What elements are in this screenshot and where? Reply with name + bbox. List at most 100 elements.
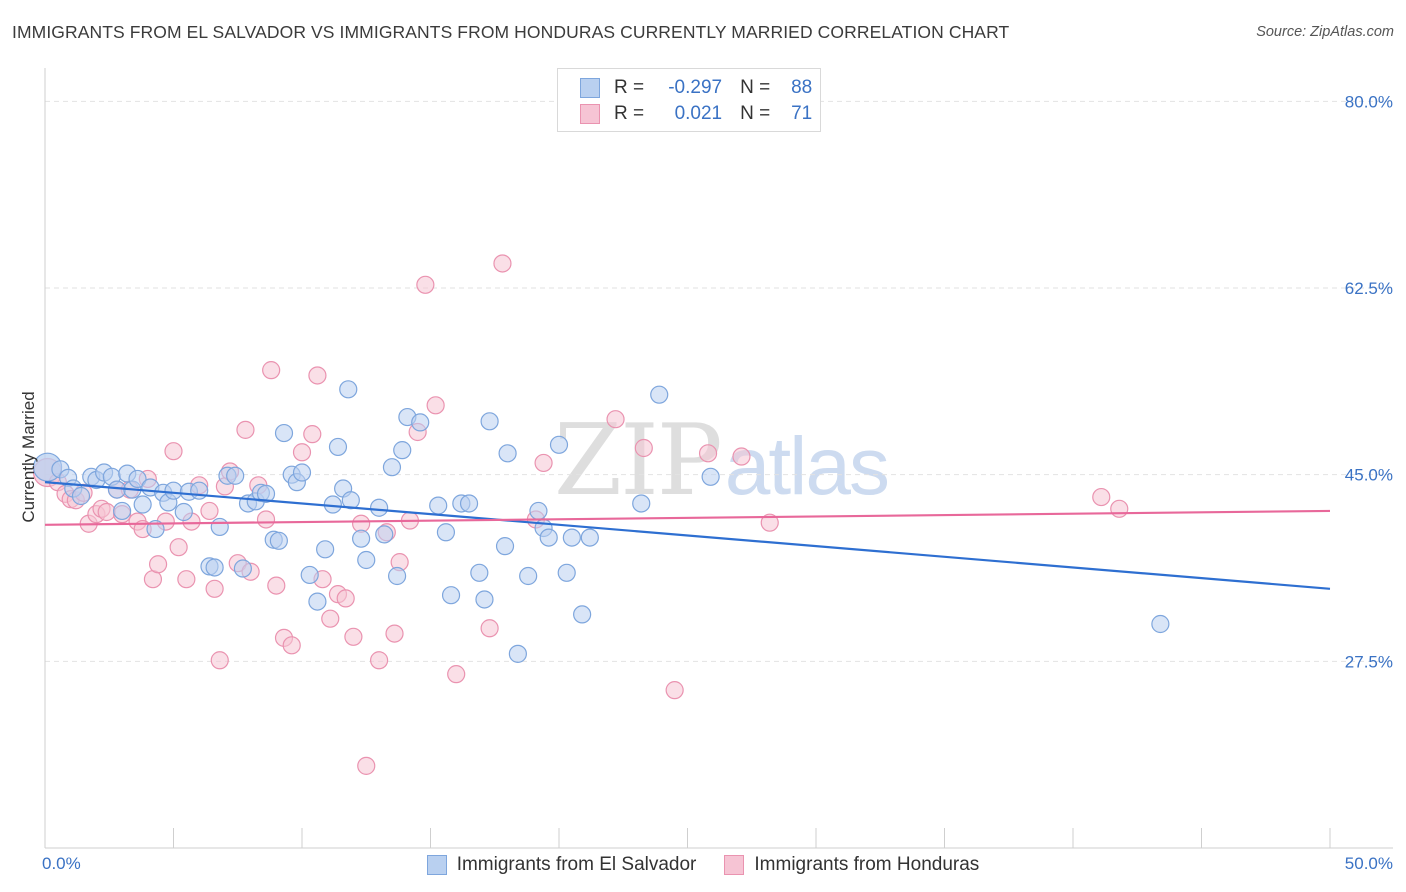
- honduras-point: [292, 443, 312, 462]
- legend-row-el-salvador: R = -0.297 N = 88: [580, 77, 812, 99]
- honduras-point: [426, 396, 445, 415]
- el-salvador-point: [632, 494, 651, 513]
- el-salvador-point: [352, 529, 371, 548]
- honduras-point: [321, 609, 340, 628]
- x-tick-label-min: 0.0%: [42, 854, 81, 873]
- stats-legend: R = -0.297 N = 88 R = 0.021 N = 71: [557, 68, 821, 132]
- el-salvador-point: [549, 435, 569, 454]
- el-salvador-point: [441, 586, 461, 605]
- honduras-point: [634, 438, 653, 458]
- el-salvador-point: [210, 517, 229, 537]
- el-salvador-point: [341, 491, 360, 510]
- legend-n-value: 71: [791, 103, 813, 124]
- chart-title: IMMIGRANTS FROM EL SALVADOR VS IMMIGRANT…: [12, 22, 1010, 42]
- trend-layer: [44, 481, 1331, 590]
- honduras-point: [169, 538, 188, 557]
- el-salvador-point: [256, 484, 276, 503]
- honduras-point: [1092, 487, 1111, 507]
- honduras-point: [385, 624, 404, 643]
- honduras-point: [262, 361, 281, 380]
- el-salvador-point: [557, 563, 576, 582]
- series-legend: Immigrants from El Salvador Immigrants f…: [0, 852, 1406, 878]
- el-salvador-point: [357, 550, 376, 570]
- honduras-point: [236, 420, 255, 439]
- el-salvador-point: [459, 494, 479, 513]
- el-salvador-point: [292, 463, 312, 482]
- el-salvador-point: [573, 605, 592, 624]
- el-salvador-point: [382, 458, 402, 477]
- honduras-point: [164, 442, 183, 461]
- el-salvador-point: [146, 519, 165, 539]
- honduras-point: [480, 619, 499, 638]
- el-salvador-point: [529, 501, 548, 521]
- honduras-point: [97, 502, 116, 522]
- el-salvador-point: [174, 502, 193, 522]
- honduras-point: [534, 453, 553, 473]
- honduras-point: [370, 651, 389, 670]
- y-tick-label: 45.0%: [1345, 466, 1393, 485]
- source-label: Source: ZipAtlas.com: [1256, 24, 1394, 40]
- el-salvador-point: [128, 469, 147, 489]
- series-legend-honduras[interactable]: Immigrants from Honduras: [724, 854, 979, 876]
- honduras-point: [205, 579, 224, 598]
- el-salvador-point: [562, 528, 581, 547]
- el-salvador-point: [495, 537, 515, 556]
- y-tick-label: 27.5%: [1345, 652, 1393, 671]
- el-salvador-point: [387, 566, 407, 586]
- honduras-point: [606, 410, 625, 429]
- honduras-point: [698, 444, 718, 463]
- el-salvador-point: [112, 501, 132, 521]
- el-salvador-point: [300, 565, 319, 585]
- el-salvador-point: [475, 590, 494, 609]
- el-salvador-point: [205, 558, 224, 577]
- honduras-point: [665, 681, 684, 700]
- honduras-point: [256, 510, 276, 529]
- el-salvador-point: [274, 423, 294, 443]
- el-salvador-point: [339, 380, 358, 399]
- honduras-point: [760, 513, 779, 532]
- legend-r-value: 0.021: [674, 103, 723, 124]
- legend-n-value: 88: [791, 77, 813, 98]
- series-legend-label: Immigrants from Honduras: [754, 854, 980, 875]
- honduras-point: [493, 254, 512, 273]
- y-tick-label: 62.5%: [1345, 279, 1393, 298]
- label-layer: 27.5% 45.0% 62.5% 80.0% 0.0% 50.0% Currently M…: [19, 92, 1393, 873]
- honduras-point: [303, 425, 322, 444]
- el-salvador-point: [519, 566, 538, 586]
- el-salvador-point: [393, 441, 412, 460]
- honduras-point: [200, 501, 219, 521]
- el-salvador-point: [498, 444, 517, 463]
- honduras-point: [308, 366, 327, 385]
- y-axis-title: Currently Married: [19, 391, 38, 522]
- series-swatch-blue: [426, 855, 447, 875]
- x-tick-label-max: 50.0%: [1345, 854, 1393, 873]
- el-salvador-point: [701, 467, 720, 486]
- legend-swatch-pink: [580, 104, 600, 124]
- el-salvador-point: [233, 559, 252, 578]
- honduras-point: [177, 570, 196, 589]
- points-layer: [32, 254, 1170, 775]
- honduras-point: [1110, 499, 1129, 518]
- el-salvador-point: [226, 466, 245, 485]
- el-salvador-point: [370, 498, 389, 517]
- legend-row-honduras: R = 0.021 N = 71: [580, 103, 812, 125]
- honduras-point: [336, 589, 355, 608]
- honduras-point: [282, 636, 301, 655]
- el-salvador-trendline: [44, 481, 1331, 590]
- watermark-atlas: atlas: [724, 421, 890, 512]
- legend-n-label: N =: [740, 77, 771, 98]
- el-salvador-point: [328, 437, 348, 457]
- legend-r-value: -0.297: [668, 77, 723, 98]
- series-legend-label: Immigrants from El Salvador: [456, 854, 697, 875]
- series-legend-el-salvador[interactable]: Immigrants from El Salvador: [426, 854, 697, 876]
- el-salvador-point: [375, 525, 394, 544]
- honduras-point: [732, 447, 751, 466]
- el-salvador-point: [190, 481, 209, 500]
- honduras-point: [267, 576, 286, 595]
- honduras-point: [344, 627, 363, 646]
- el-salvador-point: [269, 531, 288, 550]
- el-salvador-point: [539, 528, 558, 547]
- honduras-trendline: [44, 509, 1331, 526]
- series-swatch-pink: [724, 855, 745, 875]
